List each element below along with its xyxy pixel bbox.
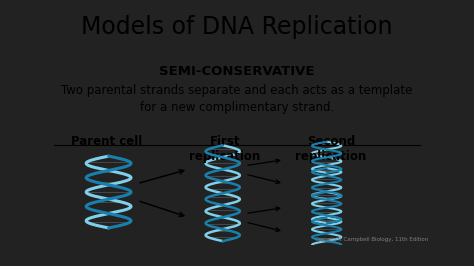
Text: Parent cell: Parent cell: [71, 135, 142, 148]
Text: SEMI-CONSERVATIVE: SEMI-CONSERVATIVE: [159, 65, 315, 78]
Text: Copyright Campbell Biology, 11th Edition: Copyright Campbell Biology, 11th Edition: [315, 237, 428, 242]
Text: Second
replication: Second replication: [295, 135, 366, 163]
Text: First
replication: First replication: [189, 135, 260, 163]
Text: Two parental strands separate and each acts as a template: Two parental strands separate and each a…: [61, 84, 413, 97]
Text: for a new complimentary strand.: for a new complimentary strand.: [140, 101, 334, 114]
Text: Models of DNA Replication: Models of DNA Replication: [81, 15, 393, 39]
